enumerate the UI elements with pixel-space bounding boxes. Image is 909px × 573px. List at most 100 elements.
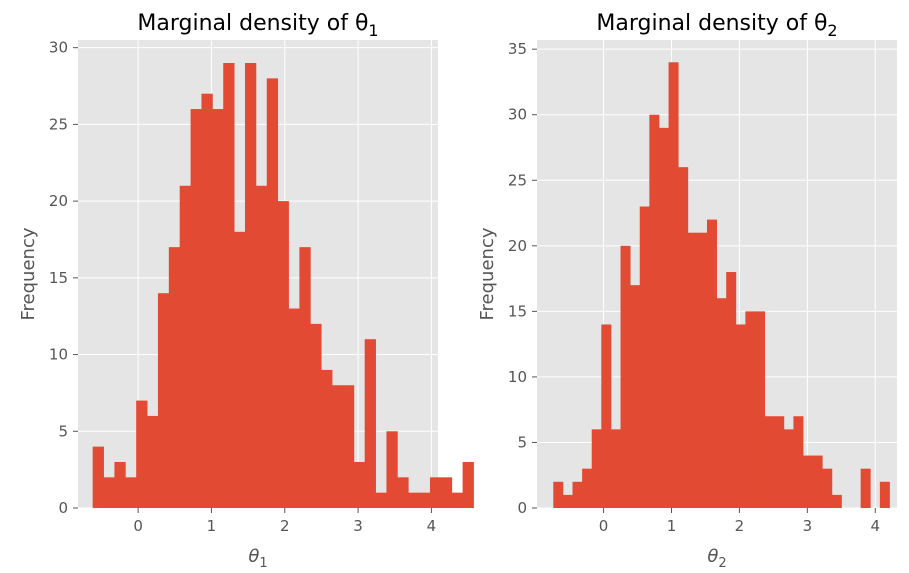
histogram-bar — [639, 206, 650, 508]
histogram-bar — [277, 201, 289, 509]
histogram-bar — [353, 461, 366, 508]
histogram-bar — [375, 492, 387, 508]
histogram-bar — [562, 494, 573, 508]
histogram-bar — [386, 431, 398, 508]
x-tick-label: 3 — [353, 517, 363, 535]
histogram-bar — [822, 468, 833, 508]
histogram-bar — [572, 481, 583, 508]
y-tick-label: 25 — [49, 115, 68, 133]
histogram-bar — [591, 429, 602, 508]
histogram-bar — [697, 232, 708, 509]
histogram-bar — [658, 127, 669, 508]
histogram-bar — [783, 429, 794, 508]
x-tick-label: 0 — [133, 517, 143, 535]
histogram-bar — [668, 62, 679, 509]
chart-title: Marginal density of θ2 — [596, 11, 837, 40]
label-subscript: 1 — [259, 556, 267, 571]
histogram-panel-2: 0 1 2 3 4 0 5 10 15 20 25 30 35 Marginal density of θ… — [477, 11, 897, 571]
histogram-bar — [136, 400, 148, 508]
histogram-bar — [754, 311, 766, 508]
histogram-bar — [726, 272, 737, 508]
histogram-bar — [803, 455, 814, 508]
histogram-bar — [332, 385, 344, 508]
histogram-bar — [451, 492, 464, 508]
histogram-bar — [419, 492, 431, 508]
histogram-bar — [190, 109, 202, 508]
histogram-bar — [582, 468, 593, 508]
histogram-bar — [288, 308, 300, 508]
histogram-bar — [125, 477, 137, 508]
histogram-bar — [793, 416, 804, 508]
x-tick-label: 2 — [280, 517, 290, 535]
y-tick-label: 30 — [508, 106, 527, 124]
x-axis-label: θ2 — [707, 546, 726, 571]
histogram-bar — [234, 231, 246, 508]
histogram-bar — [678, 167, 689, 508]
label-subscript: 2 — [718, 556, 726, 571]
histogram-bar — [168, 247, 181, 509]
y-tick-label: 35 — [508, 40, 527, 58]
y-tick-label: 5 — [58, 422, 68, 440]
histogram-bar — [342, 385, 355, 508]
histogram-bar — [212, 109, 224, 508]
histogram-bar — [649, 114, 660, 508]
histogram-bar — [860, 468, 871, 508]
y-tick-label: 15 — [508, 302, 527, 320]
y-tick-label: 30 — [49, 39, 68, 57]
y-tick-label: 5 — [517, 433, 527, 451]
histogram-bar — [223, 63, 235, 509]
histogram-bar — [244, 63, 257, 509]
histogram-bar — [812, 455, 823, 508]
histogram-bar — [687, 232, 698, 509]
x-tick-label: 4 — [870, 517, 880, 535]
histogram-bar — [364, 339, 376, 508]
histogram-bar — [266, 78, 279, 508]
y-tick-label: 0 — [58, 499, 68, 517]
histogram-bar — [299, 247, 311, 509]
y-tick-label: 10 — [49, 346, 68, 364]
histogram-bar — [103, 477, 115, 508]
histogram-bar — [601, 324, 612, 508]
histogram-bar — [630, 285, 641, 508]
y-axis-label: Frequency — [18, 227, 39, 320]
label-base: θ — [248, 546, 259, 567]
histogram-bar — [147, 415, 159, 508]
histogram-bar — [879, 481, 890, 508]
title-subscript: 1 — [368, 21, 378, 40]
histogram-bar — [429, 477, 442, 508]
histogram-bar — [179, 185, 191, 508]
histogram-bar — [92, 446, 104, 508]
chart-title: Marginal density of θ1 — [137, 11, 378, 40]
histogram-bar — [735, 324, 746, 508]
histogram-bar — [774, 416, 785, 508]
histogram-bar — [745, 311, 756, 508]
histogram-bar — [114, 461, 126, 508]
y-tick-label: 15 — [49, 269, 68, 287]
histogram-bar — [764, 416, 775, 508]
histogram-bar — [620, 245, 631, 508]
histogram-bar — [610, 429, 621, 508]
y-tick-label: 10 — [508, 368, 527, 386]
x-tick-label: 3 — [803, 517, 813, 535]
histogram-bar — [440, 477, 453, 508]
title-text: Marginal density of θ — [596, 11, 827, 36]
histogram-bar — [310, 323, 322, 508]
histogram-bar — [255, 185, 268, 508]
x-tick-label: 2 — [735, 517, 745, 535]
x-tick-label: 1 — [667, 517, 677, 535]
histogram-bar — [462, 461, 474, 508]
title-subscript: 2 — [827, 21, 837, 40]
histogram-bar — [408, 492, 420, 508]
histogram-bar — [201, 93, 213, 508]
y-tick-label: 25 — [508, 171, 527, 189]
x-axis-label: θ1 — [248, 546, 267, 571]
x-tick-label: 0 — [599, 517, 609, 535]
histogram-bar — [321, 369, 333, 508]
histogram-bar — [716, 298, 727, 508]
x-tick-label: 4 — [427, 517, 437, 535]
histogram-bar — [397, 477, 409, 508]
histogram-bar — [831, 494, 842, 508]
y-tick-label: 0 — [517, 499, 527, 517]
